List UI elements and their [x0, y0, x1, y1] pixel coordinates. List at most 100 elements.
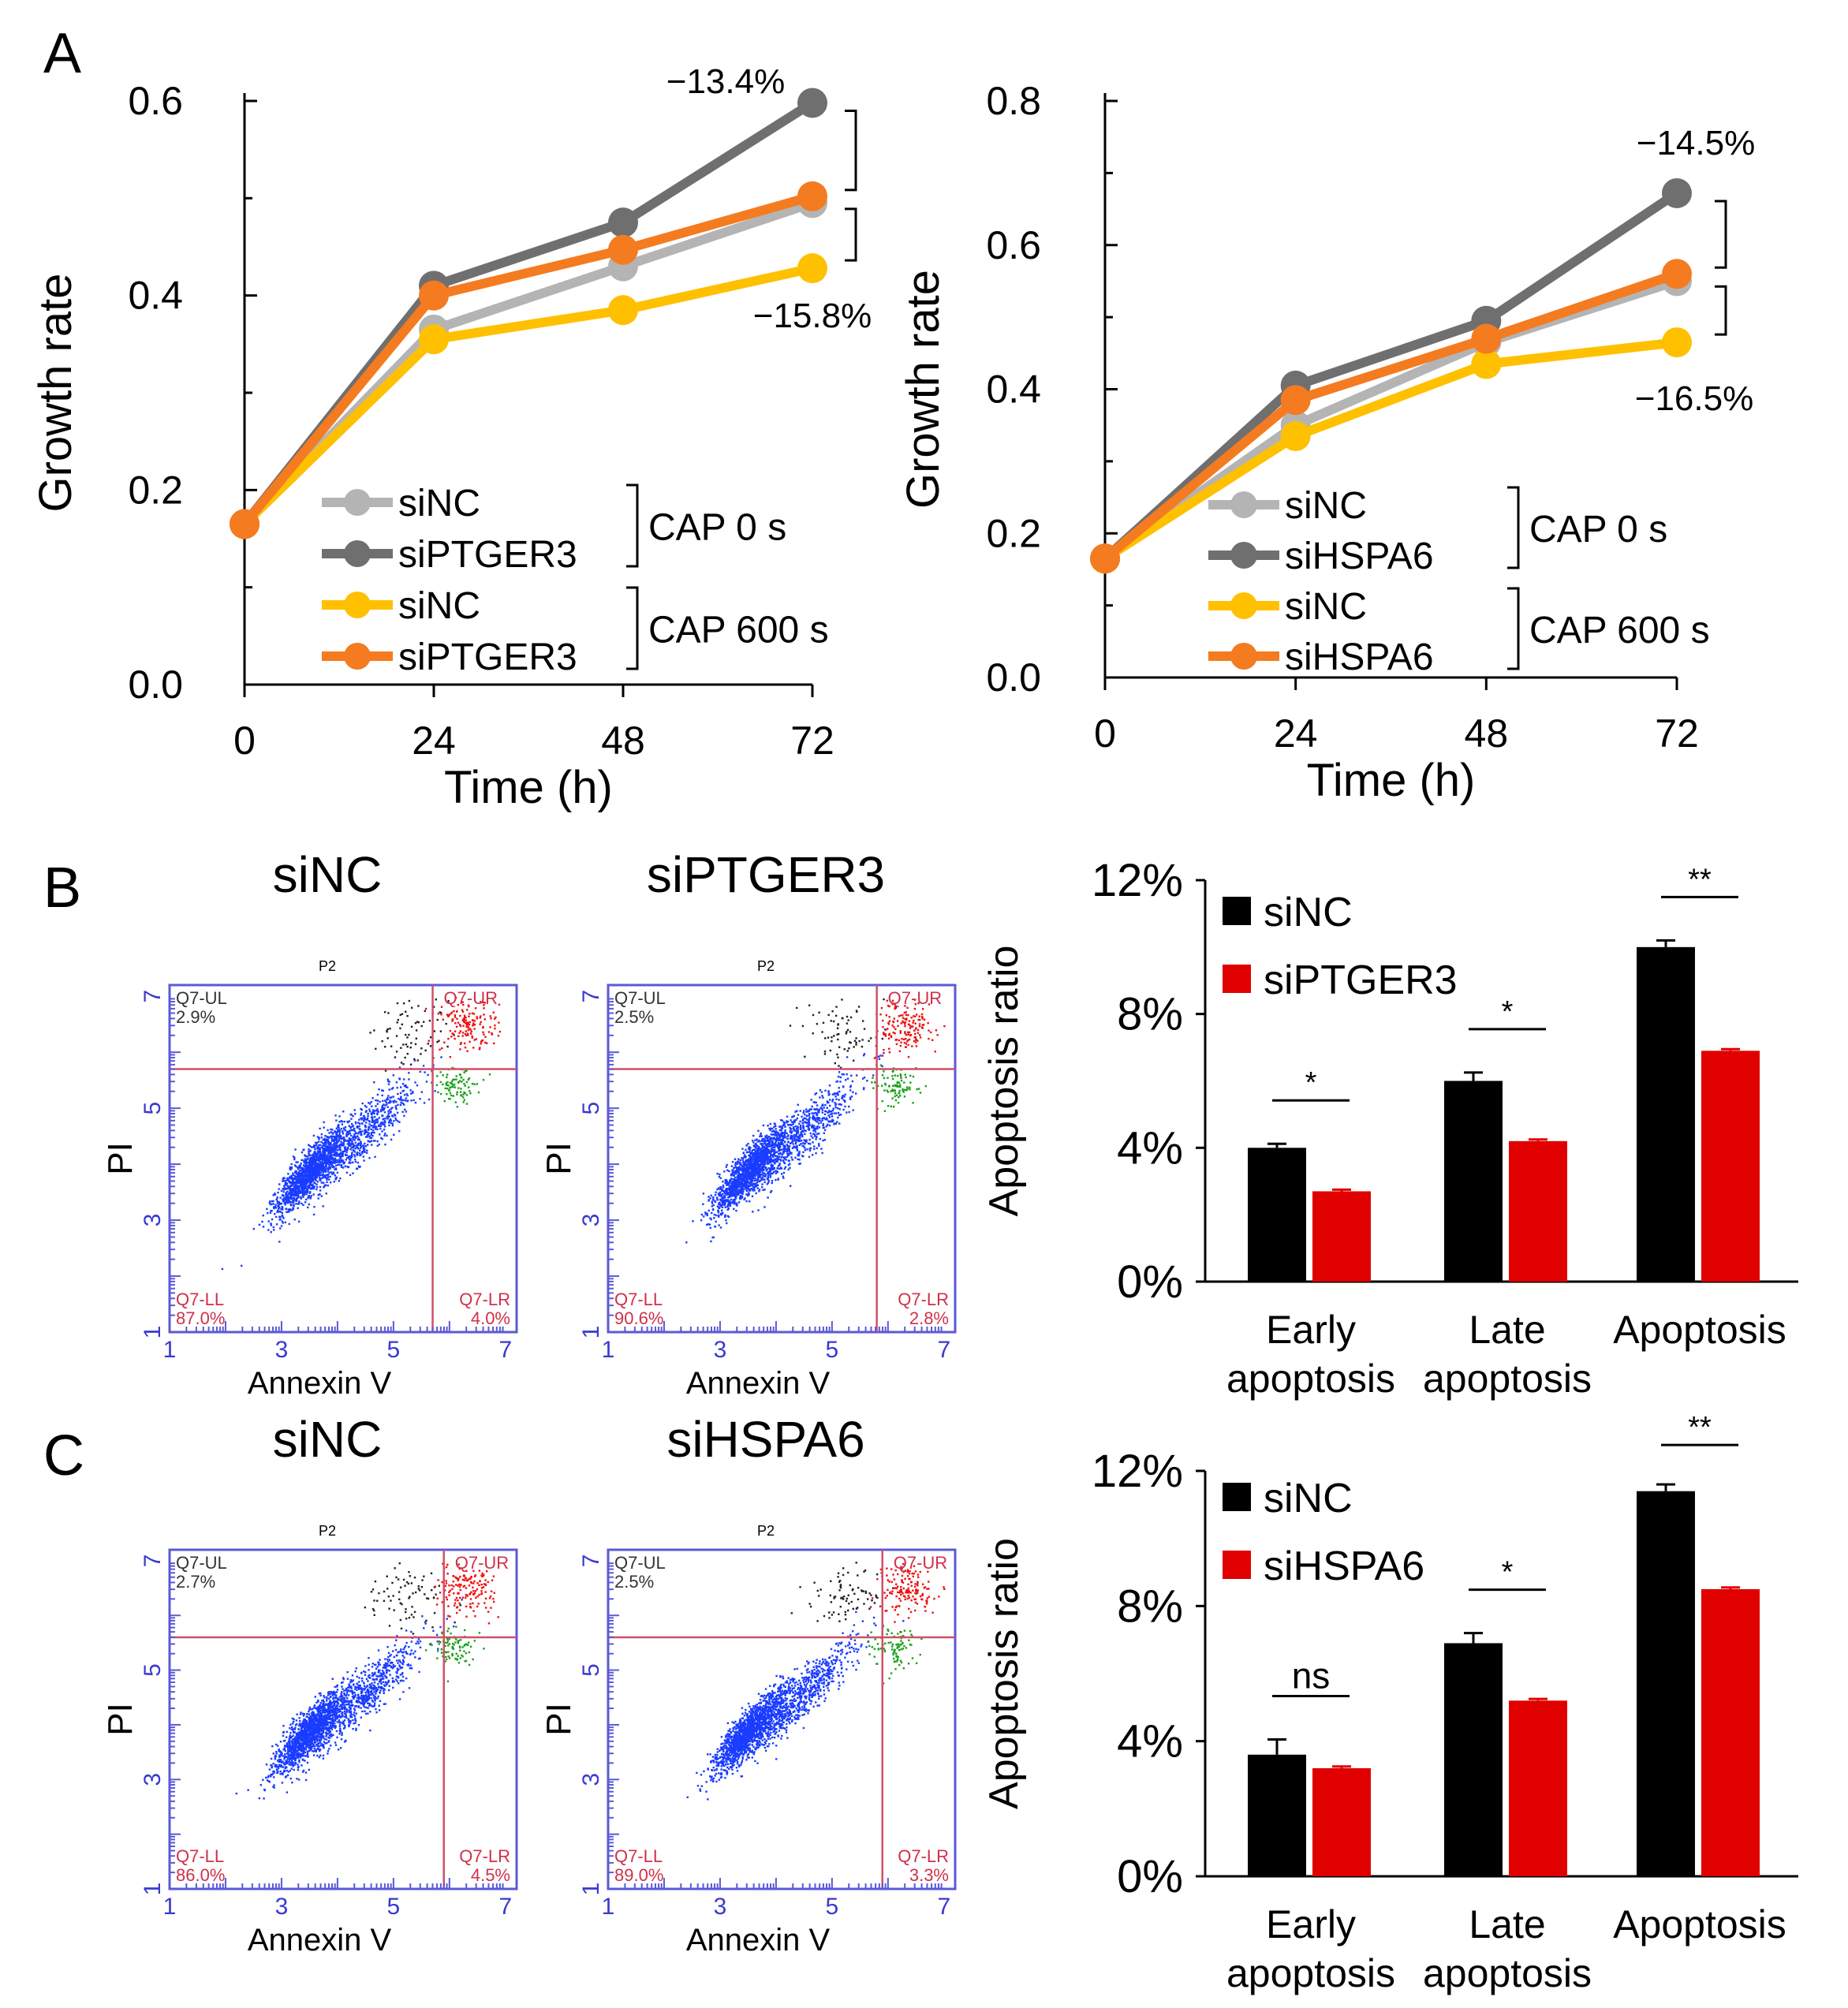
- flow-dot: [345, 1151, 348, 1154]
- flow-dot: [338, 1161, 340, 1163]
- flow-dot: [461, 1009, 464, 1011]
- flow-dot: [312, 1162, 315, 1164]
- flow-dot: [285, 1183, 287, 1186]
- flow-dot: [928, 1029, 930, 1032]
- flow-dot: [300, 1179, 302, 1182]
- flow-dot: [325, 1192, 327, 1195]
- flow-dot: [735, 1196, 737, 1199]
- flow-dot: [342, 1133, 345, 1135]
- flow-dot: [323, 1152, 327, 1155]
- flow-dot: [364, 1129, 366, 1132]
- flow-dot: [768, 1139, 771, 1142]
- x-tick-label: 0: [1094, 711, 1116, 756]
- flow-dot: [464, 1046, 467, 1049]
- flow-dot: [298, 1200, 301, 1203]
- flow-dot: [723, 1192, 726, 1195]
- flow-dot: [301, 1178, 304, 1180]
- flow-dot: [745, 1188, 748, 1190]
- flow-dot: [758, 1189, 761, 1191]
- flow-dot: [281, 1220, 284, 1222]
- flow-dot: [907, 1043, 909, 1047]
- flow-dot: [753, 1183, 756, 1185]
- flow-dot: [849, 1084, 852, 1087]
- flow-dot: [726, 1163, 728, 1166]
- flow-dot: [455, 1075, 457, 1077]
- flow-dot: [338, 1148, 341, 1151]
- flow-dot: [278, 1188, 280, 1190]
- flow-dot: [737, 1158, 740, 1160]
- flow-dot: [370, 1132, 373, 1134]
- flow-dot: [736, 1188, 738, 1190]
- flow-dot: [309, 1196, 312, 1199]
- flow-dot: [719, 1188, 722, 1191]
- flow-dot: [771, 1167, 774, 1170]
- flow-dot: [795, 1129, 798, 1133]
- flow-dot: [797, 1136, 800, 1140]
- flow-dot: [767, 1136, 769, 1139]
- flow-dot: [300, 1170, 302, 1172]
- flow-dot: [316, 1166, 319, 1169]
- flow-dot: [751, 1171, 753, 1174]
- flow-dot: [768, 1151, 771, 1154]
- flow-dot: [906, 1006, 909, 1010]
- flow-dot: [303, 1161, 306, 1164]
- flow-dot: [816, 1120, 819, 1122]
- flow-dot: [443, 1099, 446, 1103]
- flow-dot: [339, 1156, 342, 1159]
- flow-dot: [797, 1158, 799, 1161]
- flow-dot: [281, 1207, 284, 1210]
- flow-dot: [752, 1173, 755, 1176]
- flow-dot: [402, 1099, 405, 1102]
- flow-dot: [936, 1034, 939, 1036]
- flow-dot: [743, 1178, 746, 1181]
- flow-dot: [445, 1082, 448, 1084]
- flow-dot: [777, 1165, 780, 1167]
- flow-dot: [358, 1149, 361, 1152]
- flow-dot: [451, 1018, 454, 1021]
- flow-dot: [480, 1001, 482, 1003]
- flow-dot: [774, 1130, 776, 1133]
- flow-dot: [819, 1088, 822, 1092]
- flow-dot: [317, 1163, 319, 1166]
- flow-dot: [771, 1168, 773, 1171]
- flow-dot: [293, 1194, 297, 1196]
- flow-dot: [334, 1167, 338, 1170]
- flow-dot: [439, 1011, 442, 1014]
- flow-dot: [301, 1191, 304, 1194]
- flow-dot: [314, 1178, 316, 1180]
- flow-dot: [760, 1153, 762, 1155]
- flow-dot: [846, 1028, 849, 1032]
- flow-dot: [905, 1018, 908, 1021]
- flow-dot: [353, 1109, 356, 1111]
- flow-dot: [771, 1148, 774, 1151]
- flow-dot: [347, 1133, 350, 1136]
- flow-dot: [749, 1166, 751, 1170]
- flow-dot: [384, 1099, 386, 1102]
- flow-dot: [323, 1168, 327, 1171]
- flow-dot: [282, 1222, 284, 1224]
- flow-dot: [811, 1124, 814, 1126]
- flow-dot: [424, 1049, 427, 1052]
- flow-dot: [767, 1175, 770, 1178]
- flow-dot: [734, 1164, 737, 1166]
- flow-dot: [813, 1125, 816, 1127]
- legend-marker: [1230, 491, 1257, 518]
- flow-dot: [846, 1015, 849, 1018]
- flow-dot: [343, 1137, 345, 1140]
- flow-dot: [838, 1032, 840, 1036]
- flow-dot: [281, 1214, 284, 1217]
- flow-dot: [813, 1116, 816, 1119]
- flow-dot: [307, 1164, 309, 1167]
- flow-dot: [350, 1114, 353, 1116]
- flow-dot: [292, 1174, 294, 1176]
- flow-dot: [736, 1169, 739, 1171]
- flow-dot: [747, 1163, 749, 1166]
- annotation-top: −13.4%: [666, 62, 785, 101]
- flow-dot: [913, 1015, 915, 1017]
- flow-dot: [393, 1133, 395, 1136]
- flow-dot: [320, 1136, 323, 1139]
- flow-dot: [852, 1059, 855, 1062]
- flow-dot: [297, 1193, 299, 1196]
- flow-dot: [319, 1163, 321, 1165]
- flow-dot: [741, 1180, 744, 1183]
